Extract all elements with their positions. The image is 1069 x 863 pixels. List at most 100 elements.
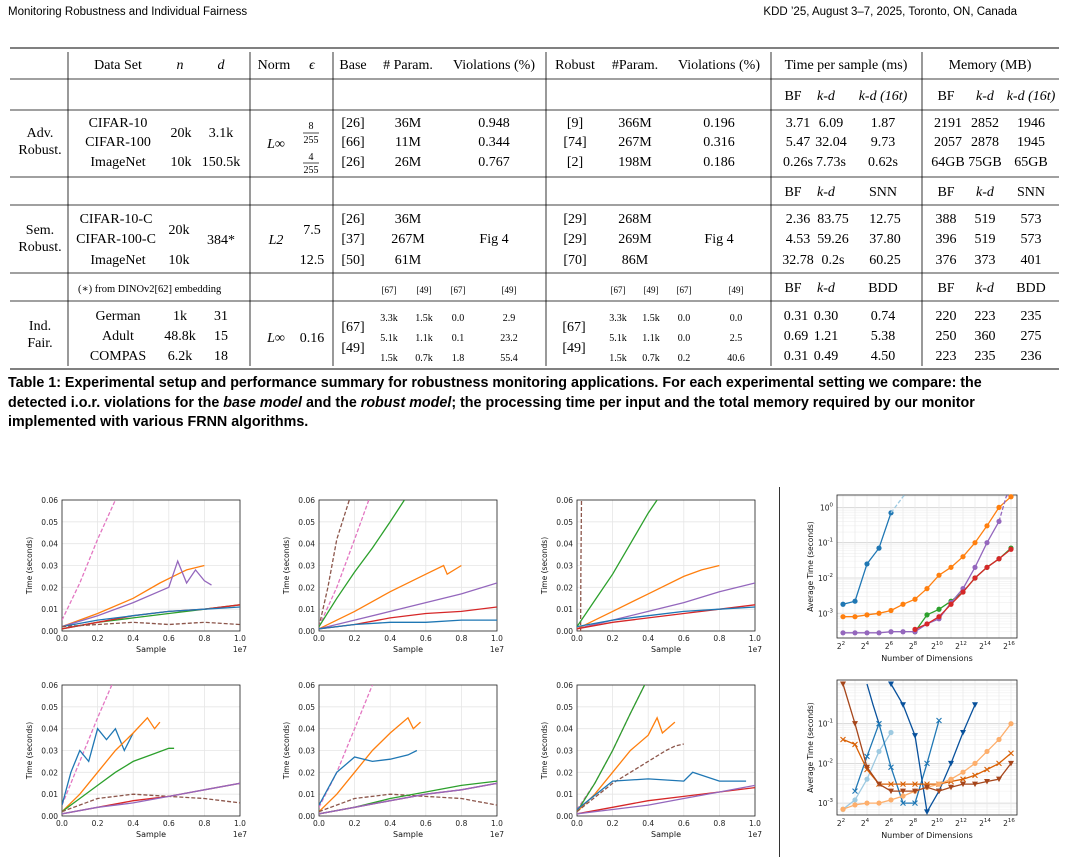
y-tick-label: 0.06 <box>298 681 315 690</box>
series-line <box>577 784 755 815</box>
mem-cell: 235 <box>975 349 996 364</box>
data-point <box>912 629 918 635</box>
data-point <box>948 760 954 767</box>
y-tick-label: 0.06 <box>41 496 58 505</box>
data-point <box>984 564 990 570</box>
x-tick-label: 210 <box>931 818 943 828</box>
subhead: BF <box>937 281 954 296</box>
x-tick-label: 216 <box>1003 818 1015 828</box>
series-line <box>842 723 1012 810</box>
data-point <box>912 781 918 788</box>
series-line <box>577 500 658 627</box>
series-line <box>319 500 370 627</box>
data-point <box>972 575 978 581</box>
data-point <box>960 554 966 560</box>
x-tick-label: 28 <box>909 818 918 828</box>
x-tick-label: 0.4 <box>127 634 139 643</box>
x-tick-label: 0.4 <box>127 819 139 828</box>
base-viol: 0.344 <box>478 135 510 150</box>
x-axis-label: Sample <box>393 830 423 839</box>
robust-ref: [29] <box>563 212 586 227</box>
x-tick-label: 0.0 <box>313 819 325 828</box>
data-point <box>876 545 882 551</box>
robust-param: 267M <box>618 135 652 150</box>
x-tick-label: 212 <box>955 818 967 828</box>
ind-base-cell: 55.4 <box>500 353 518 364</box>
mem-cell: 401 <box>1021 253 1042 268</box>
data-point <box>864 753 870 760</box>
group-label: Robust. <box>18 143 61 158</box>
x-tick-label: 0.6 <box>678 634 690 643</box>
x-tick-label: 26 <box>885 641 894 651</box>
y-tick-label: 10-2 <box>818 573 833 583</box>
data-point <box>936 781 942 787</box>
x-tick-label: 1.0 <box>749 634 761 643</box>
col-d: d <box>218 58 226 73</box>
norm-value: L2 <box>268 233 284 248</box>
eps-den: 255 <box>304 135 319 146</box>
y-tick-label: 0.04 <box>556 725 573 734</box>
base-ref: [67] <box>341 320 364 335</box>
d-value: 18 <box>214 349 228 364</box>
x-multiplier: 1e7 <box>490 830 504 839</box>
data-point <box>888 510 894 516</box>
data-point <box>996 518 1002 525</box>
x-tick-label: 0.8 <box>198 634 210 643</box>
eps-num: 8 <box>309 121 314 132</box>
series-line <box>319 793 497 813</box>
data-point <box>900 702 906 708</box>
data-point <box>864 630 870 636</box>
y-tick-label: 0.04 <box>298 540 315 549</box>
plot-frame <box>836 494 1018 639</box>
subhead: BF <box>937 89 954 104</box>
series-line <box>62 782 240 815</box>
y-tick-label: 0.06 <box>41 681 58 690</box>
y-axis-label: Time (seconds) <box>282 537 291 595</box>
y-tick-label: 0.02 <box>556 768 573 777</box>
subhead: BDD <box>1016 281 1046 296</box>
subhead: BF <box>784 185 801 200</box>
subhead: SNN <box>869 185 897 200</box>
x-axis-label: Sample <box>651 830 681 839</box>
x-tick-label: 0.2 <box>607 634 619 643</box>
series-line <box>890 683 976 814</box>
ref-label: [49] <box>729 285 744 295</box>
robust-param: 366M <box>618 116 652 131</box>
series-line <box>890 495 906 514</box>
ref-label: [49] <box>417 285 432 295</box>
robust-viol: Fig 4 <box>704 232 733 247</box>
base-ref: [26] <box>341 212 364 227</box>
y-axis-label: Time (seconds) <box>282 722 291 780</box>
series-line <box>577 582 755 630</box>
series-line <box>577 606 755 628</box>
x-tick-label: 1.0 <box>491 634 503 643</box>
data-point <box>936 788 942 795</box>
series-line <box>319 749 418 806</box>
series-line <box>319 716 421 813</box>
mem-cell: 1945 <box>1017 135 1045 150</box>
data-point <box>840 736 846 743</box>
x-tick-label: 0.0 <box>313 634 325 643</box>
data-point <box>888 788 894 795</box>
data-point <box>996 556 1002 562</box>
x-tick-label: 0.0 <box>571 634 583 643</box>
data-point <box>924 612 930 618</box>
time-cell: 0.74 <box>871 309 896 324</box>
series-line <box>577 771 747 811</box>
series-line <box>319 606 497 630</box>
base-param: 267M <box>391 232 425 247</box>
x-tick-label: 214 <box>979 818 991 828</box>
data-point <box>852 630 858 636</box>
time-cell: 6.09 <box>819 116 844 131</box>
col-dataset: Data Set <box>94 58 142 73</box>
data-point <box>852 788 858 795</box>
ind-base-cell: 1.1k <box>415 333 433 344</box>
series-line <box>577 604 755 630</box>
subhead: SNN <box>1017 185 1045 200</box>
caption-emph-base: base model <box>223 394 302 411</box>
ind-robust-cell: 1.5k <box>609 353 627 364</box>
data-point <box>1008 721 1014 727</box>
series-line <box>62 606 240 628</box>
time-cell: 5.47 <box>786 135 811 150</box>
series-line <box>62 500 116 621</box>
